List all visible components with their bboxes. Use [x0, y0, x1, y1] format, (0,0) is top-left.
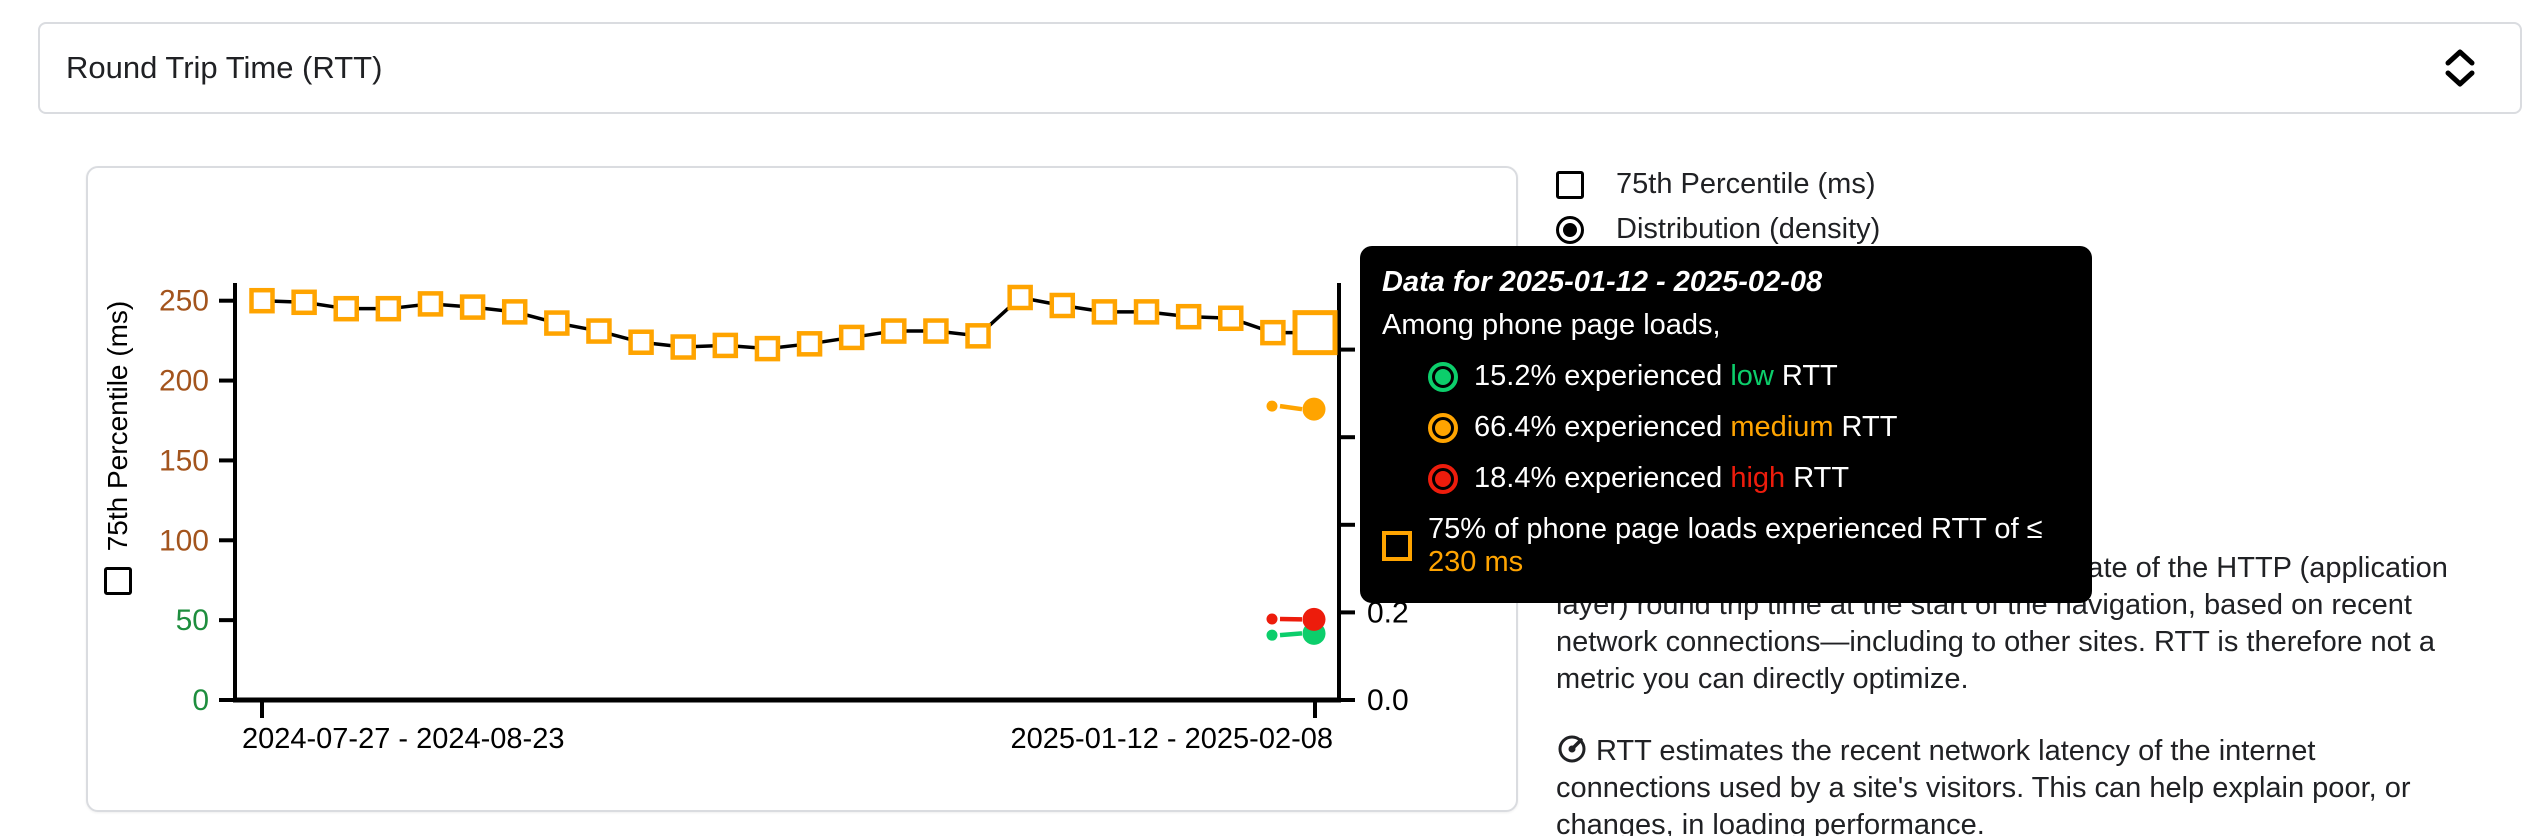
percentile-axis-checkbox-icon[interactable]: [104, 567, 132, 596]
gauge-icon: [1558, 735, 1586, 763]
tooltip-row-high-text: 18.4% experienced high RTT: [1474, 462, 1850, 494]
tooltip-row-low: 15.2% experienced low RTT: [1428, 360, 2066, 393]
unfold-more-icon: [2445, 49, 2475, 87]
y-axis-left-title-label: 75th Percentile (ms): [102, 300, 133, 552]
percentile-legend-label: 75th Percentile (ms): [1616, 168, 1876, 200]
tooltip-threshold-text: 75% of phone page loads experienced RTT …: [1428, 513, 2043, 578]
legend-item-percentile[interactable]: 75th Percentile (ms): [1556, 168, 1880, 201]
tooltip-row-medium-text: 66.4% experienced medium RTT: [1474, 411, 1898, 443]
distribution-legend-label: Distribution (density): [1616, 213, 1881, 245]
tooltip-row-threshold: 75% of phone page loads experienced RTT …: [1382, 513, 2066, 579]
y-axis-left-title: 75th Percentile (ms): [102, 268, 134, 628]
percentile-checkbox[interactable]: [1556, 170, 1584, 199]
series-legend: 75th Percentile (ms) Distribution (densi…: [1556, 168, 1880, 246]
tooltip-row-high: 18.4% experienced high RTT: [1428, 462, 2066, 495]
p75-square-marker-icon: [1382, 531, 1412, 561]
tooltip-title: Data for 2025-01-12 - 2025-02-08: [1382, 266, 1823, 298]
tooltip-subtitle: Among phone page loads,: [1382, 309, 1721, 341]
tooltip-row-medium: 66.4% experienced medium RTT: [1428, 411, 2066, 444]
high-rtt-dot-icon: [1428, 463, 1458, 494]
low-rtt-dot-icon: [1428, 361, 1458, 392]
tooltip-row-low-text: 15.2% experienced low RTT: [1474, 360, 1838, 392]
chart-card: [86, 166, 1518, 812]
distribution-radio[interactable]: [1556, 215, 1584, 244]
description-paragraph-2: RTT estimates the recent network latency…: [1556, 732, 2448, 836]
metric-selector-label: Round Trip Time (RTT): [66, 50, 383, 85]
data-tooltip: Data for 2025-01-12 - 2025-02-08 Among p…: [1360, 246, 2092, 603]
legend-item-distribution[interactable]: Distribution (density): [1556, 213, 1880, 246]
medium-rtt-dot-icon: [1428, 412, 1458, 443]
metric-selector[interactable]: Round Trip Time (RTT): [38, 22, 2522, 114]
